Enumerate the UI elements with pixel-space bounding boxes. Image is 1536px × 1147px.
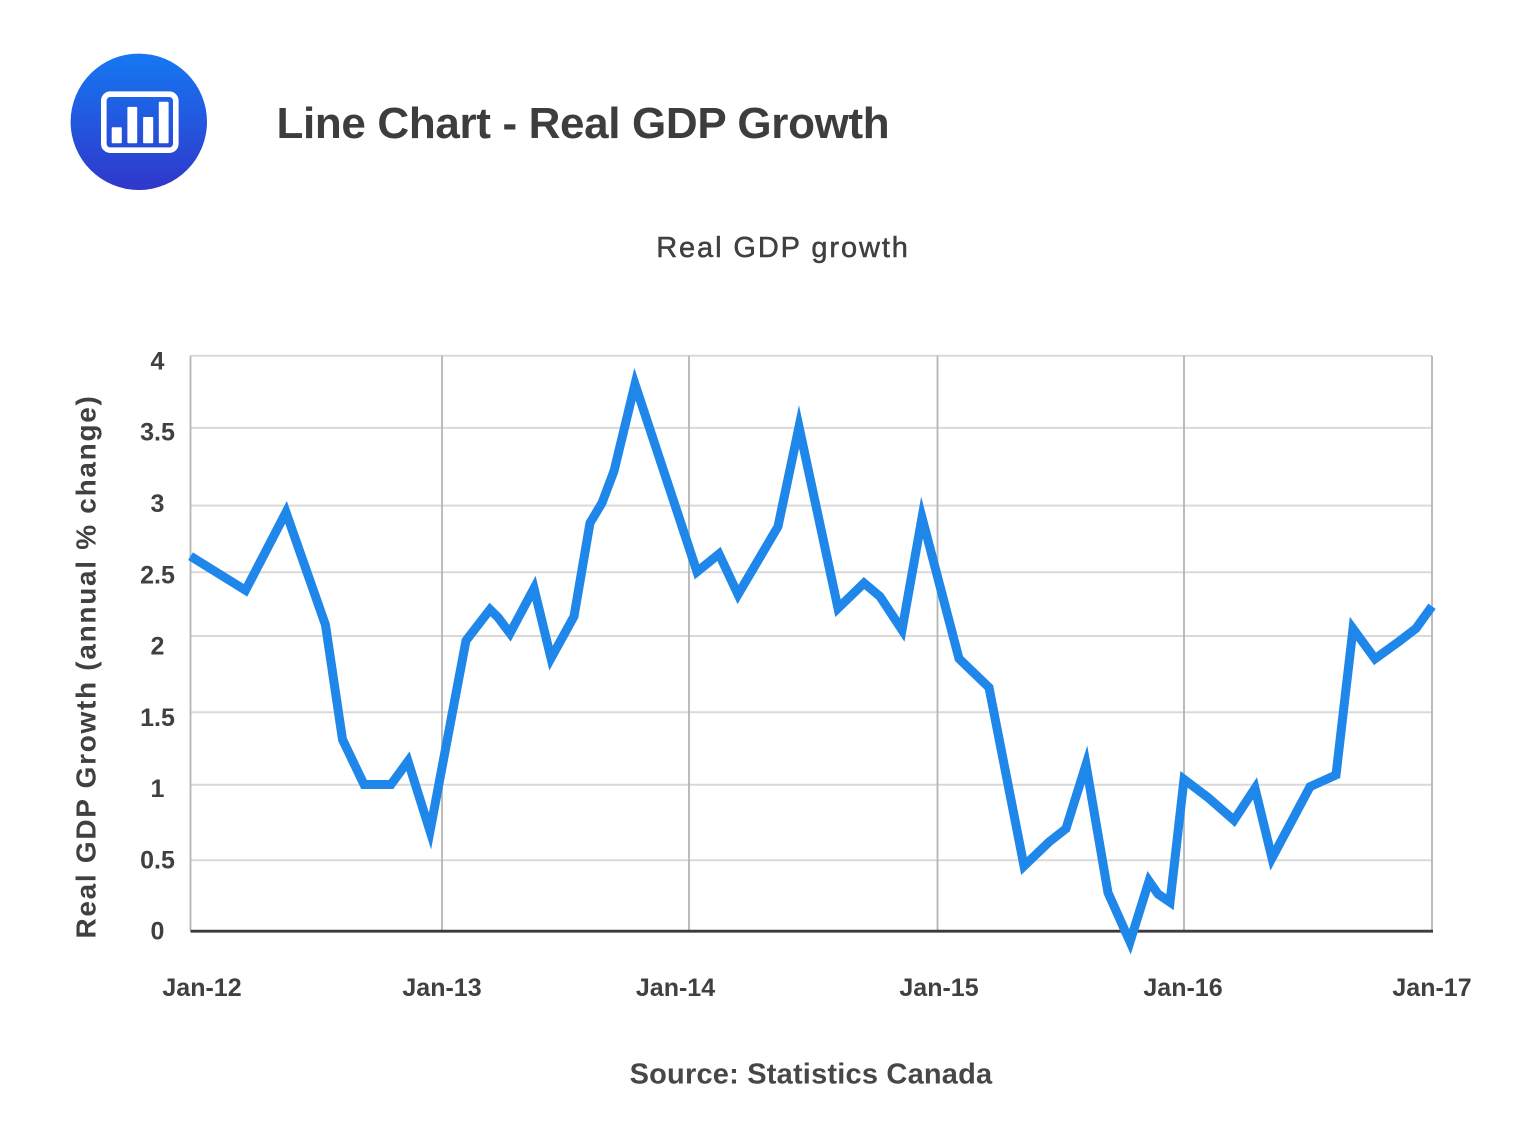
svg-text:Real GDP Growth (annual % chan: Real GDP Growth (annual % change): [71, 394, 102, 938]
svg-text:Source: Statistics Canada: Source: Statistics Canada: [630, 1059, 993, 1091]
svg-text:Jan-17: Jan-17: [1392, 974, 1471, 1002]
svg-text:Jan-12: Jan-12: [162, 974, 241, 1002]
svg-text:Jan-14: Jan-14: [636, 974, 715, 1002]
svg-text:2: 2: [151, 633, 165, 661]
svg-text:Line Chart - Real GDP Growth: Line Chart - Real GDP Growth: [277, 99, 890, 148]
svg-text:Jan-13: Jan-13: [402, 974, 481, 1002]
svg-text:Jan-16: Jan-16: [1143, 974, 1222, 1002]
svg-text:3: 3: [151, 490, 165, 518]
svg-text:Jan-15: Jan-15: [899, 974, 978, 1002]
svg-text:4: 4: [151, 347, 165, 375]
svg-text:2.5: 2.5: [140, 561, 175, 589]
svg-text:1: 1: [151, 775, 165, 803]
svg-text:0.5: 0.5: [140, 846, 175, 874]
svg-text:3.5: 3.5: [140, 419, 175, 447]
svg-text:0: 0: [151, 918, 165, 946]
svg-text:1.5: 1.5: [140, 704, 175, 732]
svg-text:Real GDP growth: Real GDP growth: [656, 232, 910, 264]
